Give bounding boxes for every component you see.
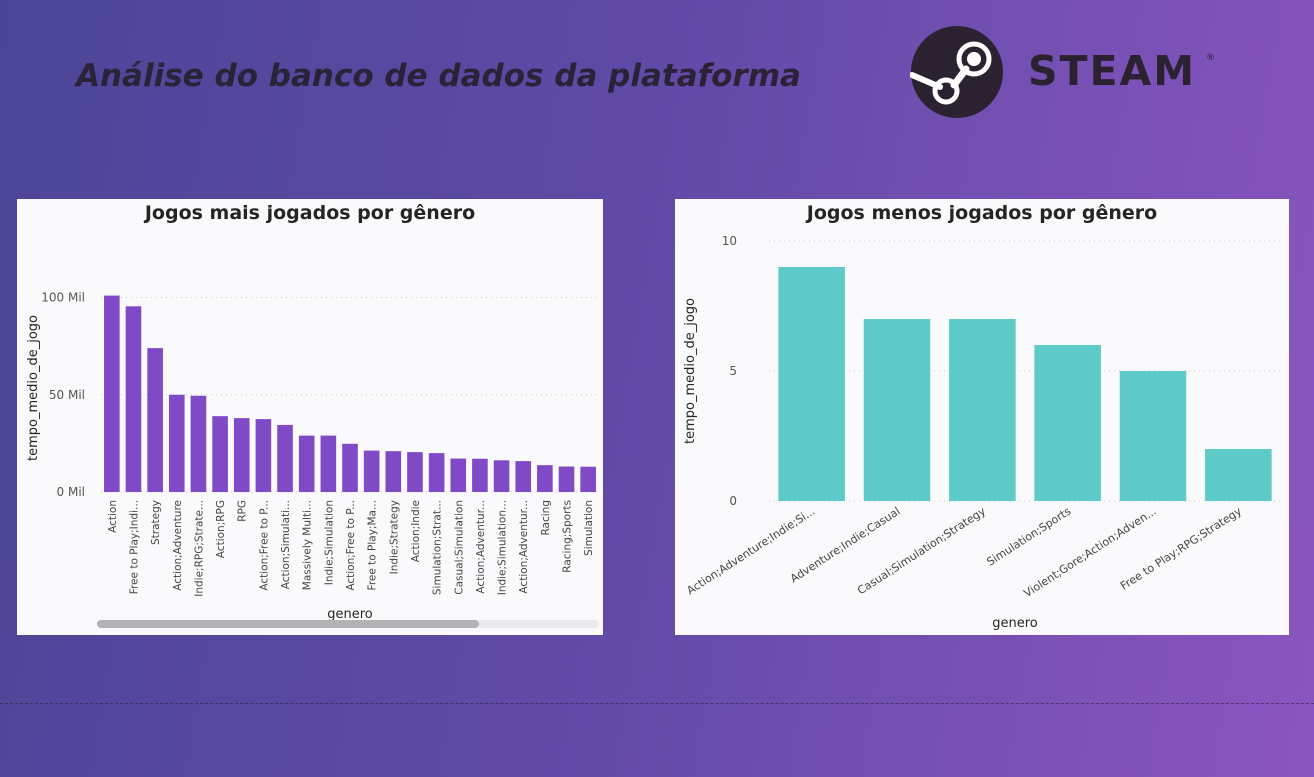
left-category-label: RPG: [237, 500, 249, 522]
left-y-axis-label: tempo_medio_de_jogo: [26, 315, 41, 461]
steam-logo-icon: [909, 26, 1003, 118]
left-bar: [450, 458, 467, 492]
left-bar: [558, 466, 575, 492]
chart-most-played: 0 Mil 50 Mil 100 Mil Action Free to Play;Ind…: [26, 291, 599, 622]
left-bar: [537, 465, 553, 492]
left-bar: [472, 458, 488, 492]
left-category-label: Action;RPG: [215, 500, 227, 558]
right-y-tick-label: 0: [729, 494, 737, 508]
left-category-label: Simulation;Strat...: [432, 500, 444, 595]
right-y-tick-label: 10: [722, 234, 737, 248]
left-category-label: Massively Multi...: [302, 500, 314, 590]
steam-logo: STEAM ®: [909, 25, 1215, 120]
left-x-axis-label: genero: [327, 607, 373, 622]
right-bar: [1034, 345, 1101, 501]
left-bar: [385, 451, 402, 492]
left-category-label: Action;Simulati...: [280, 500, 292, 589]
right-category-label: Violent;Gore;Action;Adven...: [1021, 505, 1158, 600]
left-category-label: Action: [107, 500, 119, 533]
left-category-label: Action;Adventur...: [518, 500, 530, 594]
left-category-label: Racing: [540, 500, 552, 536]
left-category-label: Free to Play;Ma...: [367, 500, 379, 590]
left-bar: [515, 461, 532, 492]
left-category-label: Strategy: [150, 500, 162, 545]
left-bar: [493, 460, 510, 492]
left-category-label: Indie;Simulation...: [497, 500, 509, 595]
left-bar: [277, 424, 293, 492]
right-bar: [863, 319, 931, 501]
left-bar: [580, 466, 596, 492]
right-bar: [1205, 449, 1272, 501]
left-category-label: Action;Free to P...: [345, 500, 357, 591]
left-category-label: Casual;Simulation: [453, 500, 465, 595]
chart-title-most-played: Jogos mais jogados por gênero: [144, 202, 476, 224]
right-bar: [949, 319, 1016, 501]
left-y-tick-label: 100 Mil: [41, 291, 85, 305]
chart-scrollbar-thumb[interactable]: [97, 620, 479, 628]
left-category-label: Action;Free to P...: [258, 500, 270, 591]
right-category-label: Simulation;Sports: [984, 504, 1073, 568]
left-bar: [168, 394, 185, 492]
left-category-label: Action;Indie: [410, 500, 422, 562]
right-bar: [778, 267, 845, 501]
left-bar: [104, 295, 120, 492]
right-x-axis-label: genero: [992, 616, 1038, 631]
chart-least-played: 0510Action;Adventure;Indie;Si...Adventur…: [683, 234, 1281, 631]
left-bar: [125, 306, 142, 492]
left-category-label: Simulation: [583, 500, 595, 556]
left-category-label: Free to Play;Indi...: [128, 500, 140, 594]
page-divider: [0, 703, 1314, 704]
left-bar: [212, 416, 228, 492]
left-category-label: Action;Adventur...: [475, 500, 487, 594]
left-category-label: Racing;Sports: [562, 500, 574, 573]
left-bar: [255, 419, 272, 492]
left-bar: [233, 418, 250, 492]
left-category-label: Indie;Simulation: [323, 500, 335, 585]
right-y-axis-label: tempo_medio_de_jogo: [683, 298, 698, 444]
chart-panel-least-played[interactable]: Jogos menos jogados por gênero 0 5 10 Actio…: [675, 199, 1289, 635]
chart-panel-most-played[interactable]: Jogos mais jogados por gênero 0 Mil 50 Mi…: [17, 199, 603, 635]
left-bar: [363, 450, 380, 492]
left-bar: [342, 443, 358, 492]
left-bar: [320, 435, 337, 492]
left-bar: [298, 435, 315, 492]
registered-mark: ®: [1206, 53, 1215, 63]
page-title: Análise do banco de dados da plataforma: [76, 58, 801, 94]
right-bar: [1119, 371, 1187, 501]
chart-scrollbar[interactable]: [97, 620, 599, 628]
left-y-tick-label: 50 Mil: [49, 388, 85, 402]
chart-title-least-played: Jogos menos jogados por gênero: [806, 202, 1158, 224]
left-y-tick-label: 0 Mil: [57, 485, 85, 499]
steam-logo-text: STEAM: [1028, 47, 1197, 95]
left-bar: [428, 453, 445, 492]
left-bar: [407, 452, 423, 492]
left-bar: [147, 348, 163, 492]
left-bar: [190, 395, 207, 492]
right-y-tick-label: 5: [729, 364, 737, 378]
left-category-label: Action;Adventure: [172, 500, 184, 591]
left-category-label: Indie;RPG;Strate...: [193, 500, 205, 597]
left-category-label: Indie;Strategy: [388, 500, 400, 574]
